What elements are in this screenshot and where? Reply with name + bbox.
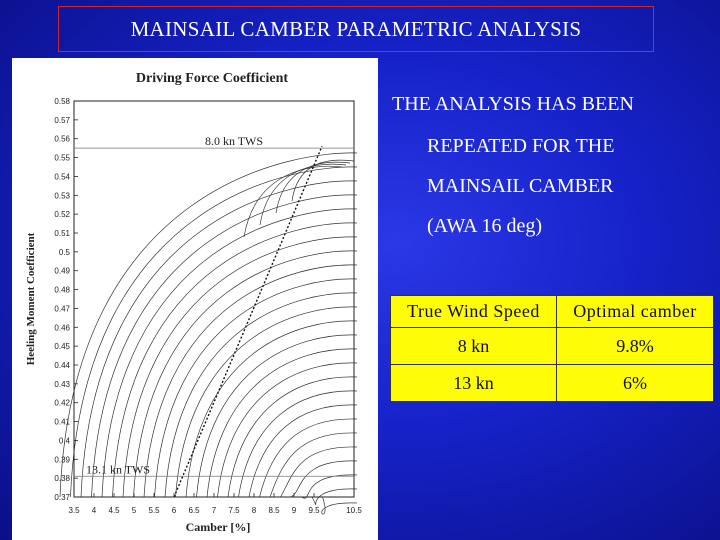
y-tick-label: 0.52 bbox=[54, 210, 70, 219]
contour-line bbox=[243, 165, 343, 238]
y-tick-label: 0.39 bbox=[54, 455, 70, 464]
contour-line bbox=[217, 362, 358, 498]
y-tick-label: 0.43 bbox=[54, 380, 70, 389]
table-header-row: True Wind Speed Optimal camber bbox=[390, 295, 714, 328]
y-axis-label: Heeling Moment Coefficient bbox=[25, 232, 37, 365]
optimum-line bbox=[173, 145, 323, 498]
contour-line bbox=[175, 306, 358, 498]
y-tick-label: 0.41 bbox=[54, 418, 70, 427]
contour-line bbox=[259, 163, 347, 226]
y-tick-label: 0.4 bbox=[59, 436, 71, 445]
y-tick-label: 0.56 bbox=[54, 135, 70, 144]
plot-frame bbox=[73, 100, 355, 498]
contour-line bbox=[59, 152, 358, 498]
description-line-1: THE ANALYSIS HAS BEEN bbox=[392, 93, 634, 115]
contour-line bbox=[248, 404, 358, 498]
x-tick-label: 7 bbox=[212, 506, 217, 515]
contour-line bbox=[280, 446, 358, 498]
x-tick-label: 9 bbox=[292, 506, 297, 515]
x-tick-label: 4.5 bbox=[108, 506, 120, 515]
x-tick-label: 3.5 bbox=[68, 506, 80, 515]
cell-wind-speed: 13 kn bbox=[390, 364, 557, 402]
contour-line bbox=[227, 376, 358, 498]
x-axis-label: Camber [%] bbox=[186, 520, 251, 534]
y-tick-label: 0.55 bbox=[54, 154, 70, 163]
description-line-3: MAINSAIL CAMBER bbox=[427, 175, 614, 197]
contour-line bbox=[154, 278, 358, 498]
header-optimal-camber: Optimal camber bbox=[556, 295, 714, 328]
contour-line bbox=[70, 166, 358, 498]
y-tick-label: 0.37 bbox=[54, 493, 70, 502]
y-tick-label: 0.58 bbox=[54, 97, 70, 106]
chart-annotation: 8.0 kn TWS bbox=[205, 134, 263, 148]
contour-line bbox=[112, 222, 358, 498]
contour-line bbox=[185, 320, 358, 498]
x-tick-label: 8.5 bbox=[268, 506, 280, 515]
contour-line bbox=[143, 264, 358, 498]
y-tick-label: 0.47 bbox=[54, 304, 70, 313]
contour-line bbox=[101, 208, 358, 498]
chart-panel: 0.58 0.57 0.56 0.55 0.54 0.53 0.52 0.51 0.5 0.49 0… bbox=[12, 58, 378, 540]
y-tick-label: 0.38 bbox=[54, 474, 70, 483]
table-row: 13 kn 6% bbox=[390, 364, 714, 402]
y-tick-label: 0.45 bbox=[54, 342, 70, 351]
cell-wind-speed: 8 kn bbox=[390, 327, 557, 365]
contour-line bbox=[206, 348, 358, 498]
table-row: 8 kn 9.8% bbox=[390, 327, 714, 365]
cell-camber: 9.8% bbox=[556, 327, 714, 365]
x-tick-label: 9.5 bbox=[308, 506, 320, 515]
x-tick-label: 6.5 bbox=[188, 506, 200, 515]
contour-line bbox=[80, 180, 358, 498]
optimal-camber-table: True Wind Speed Optimal camber 8 kn 9.8%… bbox=[390, 295, 714, 402]
chart-annotation: 13.1 kn TWS bbox=[86, 462, 150, 476]
contour-chart: 0.580.570.560.550.540.530.520.510.50.490… bbox=[25, 71, 362, 534]
x-tick-label: 10.5 bbox=[346, 506, 362, 515]
contour-line bbox=[238, 390, 358, 498]
y-tick-label: 0.51 bbox=[54, 229, 70, 238]
y-tick-label: 0.42 bbox=[54, 399, 70, 408]
contour-line bbox=[321, 496, 358, 515]
cell-camber: 6% bbox=[556, 364, 714, 402]
contour-line bbox=[259, 418, 358, 498]
x-tick-label: 8 bbox=[252, 506, 257, 515]
description-line-2: REPEATED FOR THE bbox=[427, 135, 615, 157]
y-tick-label: 0.57 bbox=[54, 116, 70, 125]
y-tick-label: 0.44 bbox=[54, 361, 70, 370]
contour-line bbox=[196, 334, 358, 498]
y-tick-label: 0.53 bbox=[54, 191, 70, 200]
contour-line bbox=[91, 194, 358, 498]
slide-title: MAINSAIL CAMBER PARAMETRIC ANALYSIS bbox=[130, 16, 582, 41]
contour-line bbox=[275, 161, 351, 214]
y-tick-label: 0.5 bbox=[59, 248, 71, 257]
contour-line bbox=[122, 236, 358, 498]
x-tick-label: 5 bbox=[132, 506, 137, 515]
y-tick-label: 0.48 bbox=[54, 286, 70, 295]
x-tick-label: 4 bbox=[92, 506, 97, 515]
contour-line bbox=[301, 474, 358, 499]
chart-title: Driving Force Coefficient bbox=[136, 71, 288, 86]
y-tick-label: 0.46 bbox=[54, 323, 70, 332]
y-tick-label: 0.54 bbox=[54, 172, 70, 181]
contour-line bbox=[133, 250, 358, 498]
header-true-wind-speed: True Wind Speed bbox=[390, 295, 557, 328]
slide-title-box: MAINSAIL CAMBER PARAMETRIC ANALYSIS bbox=[58, 6, 654, 52]
contour-line bbox=[311, 488, 358, 506]
x-tick-label: 7.5 bbox=[228, 506, 240, 515]
description-line-4: (AWA 16 deg) bbox=[427, 215, 543, 237]
y-tick-label: 0.49 bbox=[54, 267, 70, 276]
contour-line bbox=[269, 432, 358, 498]
x-tick-label: 6 bbox=[172, 506, 177, 515]
contour-lines bbox=[59, 152, 358, 515]
x-tick-label: 5.5 bbox=[148, 506, 160, 515]
